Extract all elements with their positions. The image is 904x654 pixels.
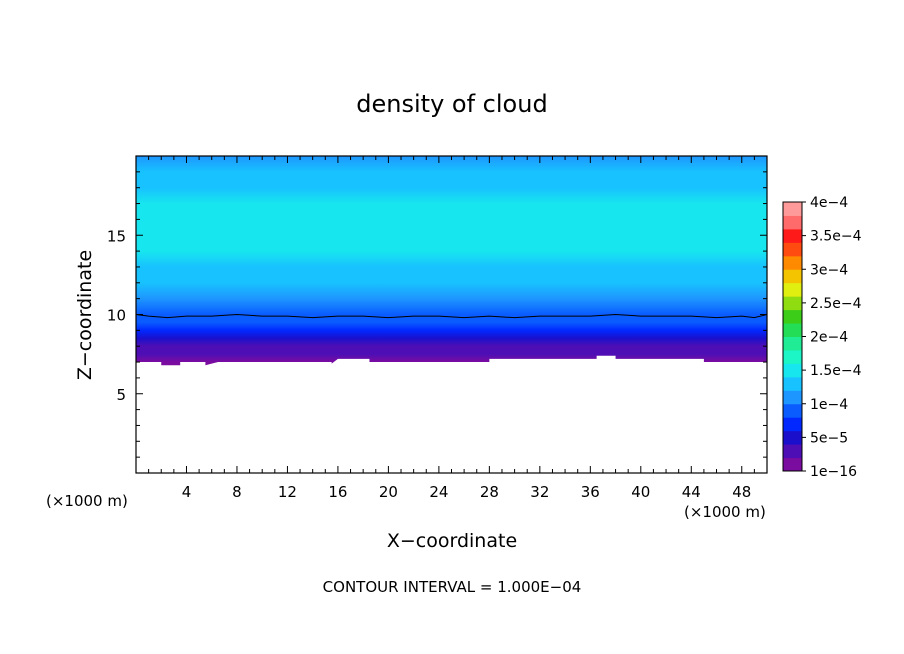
x-tick-label: 24 xyxy=(429,483,448,501)
colorbar-label: 2.5e−4 xyxy=(810,296,862,312)
colorbar-segment xyxy=(783,430,802,445)
colorbar-label: 4e−4 xyxy=(810,195,848,211)
colorbar-segment xyxy=(783,390,802,405)
x-tick-label: 4 xyxy=(182,483,192,501)
x-tick-label: 40 xyxy=(631,483,650,501)
colorbar-label: 2e−4 xyxy=(810,330,848,346)
colorbar-segment xyxy=(783,255,802,270)
colorbar-segment xyxy=(783,309,802,324)
colorbar-segment xyxy=(783,269,802,284)
colorbar-segment xyxy=(783,403,802,418)
colorbar-segment xyxy=(783,242,802,257)
colorbar: 1e−16 5e−5 1e−4 1.5e−4 2e−4 2.5e−4 3e−4 3.5e−4 4… xyxy=(782,195,862,480)
colorbar-segment xyxy=(783,363,802,378)
x-tick-label: 20 xyxy=(379,483,398,501)
x-axis-label: X−coordinate xyxy=(387,530,517,552)
x-tick-label: 48 xyxy=(732,483,751,501)
x-axis: 4 8 12 16 20 24 28 32 36 40 44 48 xyxy=(148,156,755,501)
x-tick-label: 36 xyxy=(581,483,600,501)
colorbar-label: 1e−16 xyxy=(810,464,857,480)
plot-area xyxy=(136,156,767,473)
x-unit-label: (×1000 m) xyxy=(684,503,766,521)
x-tick-label: 16 xyxy=(328,483,347,501)
y-tick-label: 10 xyxy=(107,307,126,325)
colorbar-label: 3e−4 xyxy=(810,262,848,278)
y-axis-label: Z−coordinate xyxy=(74,250,96,380)
y-tick-label: 15 xyxy=(107,227,126,245)
colorbar-segment xyxy=(783,336,802,351)
colorbar-segment xyxy=(783,457,802,472)
colorbar-segment xyxy=(783,349,802,364)
colorbar-segment xyxy=(783,215,802,230)
colorbar-label: 1e−4 xyxy=(810,397,848,413)
colorbar-segment xyxy=(783,444,802,459)
x-tick-label: 44 xyxy=(682,483,701,501)
colorbar-segment xyxy=(783,296,802,311)
y-unit-label: (×1000 m) xyxy=(46,492,128,510)
colorbar-label: 1.5e−4 xyxy=(810,363,862,379)
chart-title: density of cloud xyxy=(356,90,547,118)
colorbar-label: 3.5e−4 xyxy=(810,229,862,245)
clear-air-region xyxy=(136,355,767,473)
y-axis: 5 10 15 xyxy=(107,171,767,458)
y-tick-label: 5 xyxy=(116,386,126,404)
colorbar-segment xyxy=(783,376,802,391)
colorbar-segment xyxy=(783,417,802,432)
colorbar-segment xyxy=(783,323,802,337)
contour-line-1e-4 xyxy=(136,313,767,319)
x-tick-label: 8 xyxy=(232,483,242,501)
colorbar-label: 5e−5 xyxy=(810,430,848,446)
contour-interval-note: CONTOUR INTERVAL = 1.000E−04 xyxy=(323,578,582,596)
x-tick-label: 12 xyxy=(278,483,297,501)
x-tick-label: 32 xyxy=(530,483,549,501)
colorbar-segment xyxy=(783,228,802,243)
x-tick-label: 28 xyxy=(480,483,499,501)
colorbar-segment xyxy=(783,202,802,216)
colorbar-segment xyxy=(783,282,802,297)
